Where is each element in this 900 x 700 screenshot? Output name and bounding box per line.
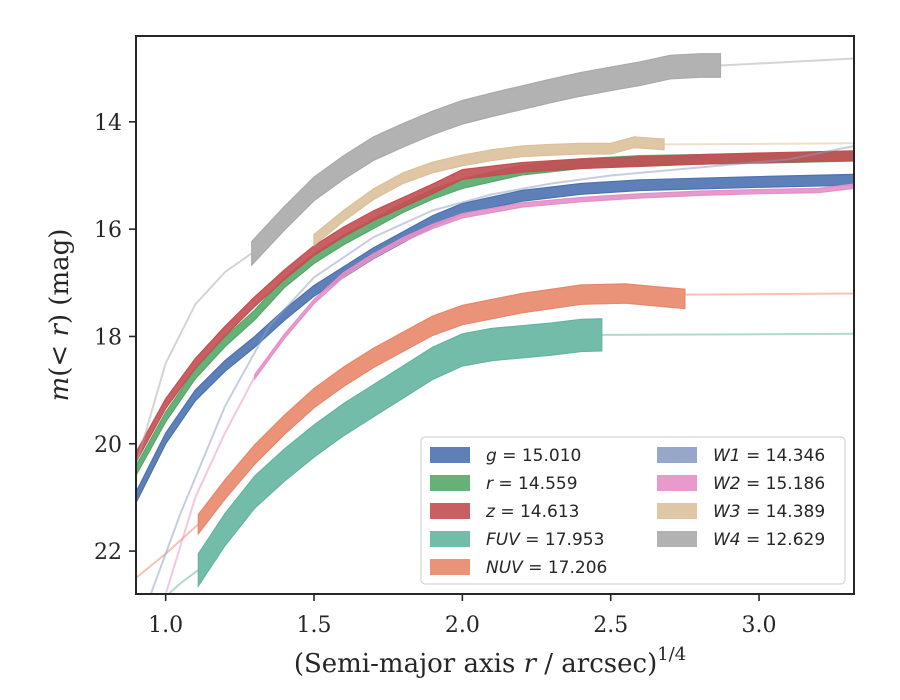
- x-tick-label: 3.0: [742, 613, 777, 638]
- legend-label: W1 = 14.346: [713, 446, 825, 466]
- series-w2: [164, 183, 854, 594]
- legend-item-z: z = 14.613: [430, 502, 579, 522]
- legend-swatch: [657, 447, 697, 463]
- legend-label: NUV = 17.206: [486, 558, 607, 578]
- legend-item-w4: W4 = 12.629: [657, 530, 825, 550]
- legend: g = 15.010 r = 14.559 z = 14.613 FUV = 17.9…: [420, 436, 846, 585]
- legend-swatch: [430, 559, 470, 575]
- legend-item-fuv: FUV = 17.953: [430, 530, 604, 550]
- legend-label: FUV = 17.953: [486, 530, 604, 550]
- series-w4: [136, 53, 854, 466]
- legend-item-nuv: NUV = 17.206: [430, 558, 607, 578]
- series-w4-band: [251, 53, 722, 267]
- legend-label: g = 15.010: [486, 446, 581, 466]
- y-tick-label: 18: [94, 325, 122, 350]
- legend-swatch: [430, 531, 470, 547]
- series-w4-asymptote: [720, 57, 854, 67]
- series-w2-band: [254, 183, 854, 381]
- series-w2-extrapolation: [164, 376, 256, 594]
- y-tick-label: 22: [94, 540, 122, 565]
- legend-label: z = 14.613: [485, 502, 579, 522]
- series-g: [136, 173, 854, 504]
- series-nuv-asymptote: [684, 292, 854, 296]
- series-w4-extrapolation: [136, 252, 253, 466]
- legend-label: W3 = 14.389: [713, 502, 825, 522]
- y-tick-label: 16: [94, 218, 122, 243]
- legend-item-w2: W2 = 15.186: [657, 474, 825, 494]
- y-tick-label: 14: [94, 111, 122, 136]
- legend-swatch: [430, 475, 470, 491]
- y-axis-title: m(< r) (mag): [45, 229, 75, 402]
- legend-frame: [420, 436, 846, 585]
- series-fuv: [167, 318, 854, 594]
- series-fuv-extrapolation: [167, 569, 199, 594]
- series-layer: [136, 53, 854, 594]
- series-w1: [149, 145, 854, 594]
- legend-label: r = 14.559: [486, 474, 578, 494]
- y-tick-label: 20: [94, 433, 122, 458]
- legend-items: g = 15.010 r = 14.559 z = 14.613 FUV = 17.9…: [430, 446, 825, 578]
- x-tick-label: 2.0: [445, 613, 480, 638]
- ticks-layer: 1.0 1.5 2.0 2.5 3.0 14 16 18 20 22: [94, 111, 777, 638]
- series-fuv-band: [197, 318, 603, 588]
- legend-item-w1: W1 = 14.346: [657, 446, 825, 466]
- legend-swatch: [430, 503, 470, 519]
- series-w3-asymptote: [664, 142, 854, 146]
- legend-item-w3: W3 = 14.389: [657, 502, 825, 522]
- x-tick-label: 1.0: [148, 613, 183, 638]
- legend-swatch: [657, 503, 697, 519]
- x-axis-title: (Semi-major axis r / arcsec)1/4: [294, 644, 686, 679]
- plot-frame: [135, 35, 855, 595]
- series-fuv-asymptote: [601, 332, 854, 336]
- legend-swatch: [430, 447, 470, 463]
- series-w1-extrapolation: [149, 145, 854, 594]
- legend-swatch: [657, 531, 697, 547]
- series-nuv-band: [197, 283, 686, 536]
- x-tick-label: 1.5: [297, 613, 332, 638]
- series-g-band: [136, 173, 854, 504]
- legend-item-g: g = 15.010: [430, 446, 581, 466]
- legend-label: W2 = 15.186: [713, 474, 825, 494]
- legend-swatch: [657, 475, 697, 491]
- legend-label: W4 = 12.629: [713, 530, 825, 550]
- series-w3: [313, 136, 854, 247]
- legend-item-r: r = 14.559: [430, 474, 578, 494]
- series-w3-band: [313, 136, 665, 247]
- x-tick-label: 2.5: [593, 613, 628, 638]
